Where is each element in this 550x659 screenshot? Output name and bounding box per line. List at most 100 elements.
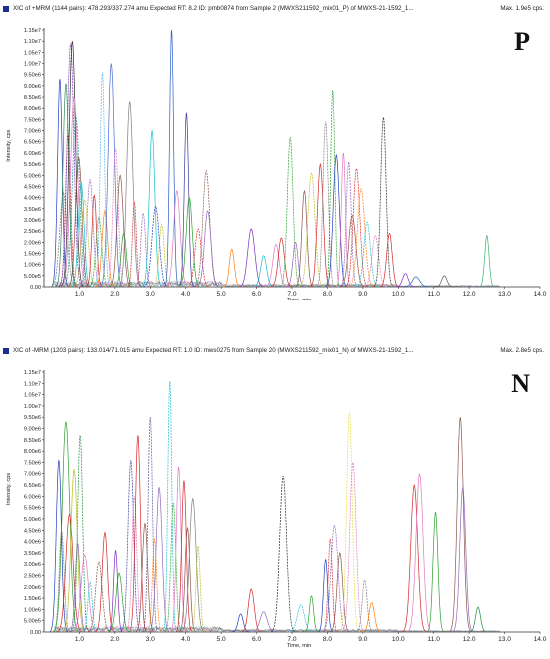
x-tick-label: 14.0: [534, 291, 547, 298]
x-tick-label: 1.0: [75, 291, 84, 298]
y-tick-label: 3.00e6: [24, 562, 41, 568]
x-axis-label: Time, min: [287, 643, 311, 649]
y-axis-label: Intensity, cps: [6, 473, 12, 505]
chromatogram-peak: [71, 554, 98, 633]
chromatogram-peak: [251, 611, 276, 633]
chromatogram-peak: [67, 156, 90, 288]
y-tick-label: 9.00e6: [24, 427, 41, 433]
chromatogram-peak: [135, 522, 155, 633]
chromatogram-peak: [452, 487, 474, 633]
x-tick-label: 2.0: [110, 636, 119, 643]
y-tick-label: 5.00e5: [24, 619, 41, 625]
y-tick-label: 6.50e6: [24, 483, 41, 489]
y-tick-label: 3.50e6: [24, 551, 41, 557]
y-tick-label: 1.10e7: [24, 39, 41, 45]
x-tick-label: 3.0: [146, 291, 155, 298]
chromatogram-peak: [403, 276, 429, 288]
chromatogram-peak: [134, 212, 152, 288]
chromatogram-peak: [426, 512, 445, 633]
chromatogram-peak: [120, 460, 141, 632]
x-tick-label: 9.0: [358, 291, 367, 298]
y-tick-label: 5.00e6: [24, 173, 41, 179]
x-tick-label: 7.0: [287, 291, 296, 298]
y-tick-label: 4.50e6: [24, 528, 41, 534]
chromatogram-plot: 0.00 5.00e5 1.00e6 1.50e6 2.00e6 2.50e6 3.00e6…: [6, 27, 547, 300]
y-tick-label: 4.50e6: [24, 184, 41, 190]
y-tick-label: 4.00e6: [24, 540, 41, 546]
x-axis-label: Time, min: [287, 298, 311, 300]
y-tick-label: 1.00e7: [24, 62, 41, 68]
chromatogram-peak: [128, 435, 147, 632]
chromatogram-peak: [321, 524, 348, 633]
y-tick-label: 1.10e7: [24, 381, 41, 387]
y-tick-label: 1.05e7: [24, 393, 41, 399]
x-tick-label: 4.0: [181, 291, 190, 298]
chromatogram-peak: [62, 469, 85, 632]
chromatogram-peak: [280, 137, 301, 288]
chromatogram-peak: [288, 604, 313, 633]
x-tick-label: 8.0: [323, 291, 332, 298]
chromatogram-peak: [286, 241, 305, 288]
chromatogram-peak: [348, 187, 374, 288]
chromatogram-peak: [407, 473, 432, 633]
chromatogram-peak: [196, 210, 219, 288]
chromatogram-peak: [322, 537, 338, 633]
chromatogram-peak: [49, 460, 69, 632]
chromatogram-peak: [240, 588, 262, 633]
chromatogram-panel-positive: XIC of +MRM (1144 pairs): 478.293/337.27…: [0, 0, 550, 300]
y-tick-label: 7.50e6: [24, 460, 41, 466]
y-tick-label: 1.15e7: [24, 370, 41, 376]
y-tick-label: 9.50e6: [24, 415, 41, 421]
chart-header-title: XIC of -MRM (1203 pairs): 133.014/71.015…: [13, 347, 414, 354]
chromatogram-peak: [87, 561, 111, 633]
chromatogram-peak: [164, 29, 179, 287]
x-tick-label: 13.0: [498, 291, 511, 298]
chromatogram-peak: [295, 189, 314, 288]
y-tick-label: 2.50e6: [24, 573, 41, 579]
chromatogram-peak: [178, 526, 196, 633]
chromatogram-peak: [362, 602, 382, 633]
y-tick-label: 5.50e6: [24, 162, 41, 168]
x-tick-label: 12.0: [463, 291, 476, 298]
chromatogram-peak: [162, 380, 178, 632]
x-tick-label: 2.0: [110, 291, 119, 298]
y-tick-label: 8.00e6: [24, 449, 41, 455]
y-tick-label: 5.00e5: [24, 274, 41, 280]
chart-header: XIC of +MRM (1144 pairs): 478.293/337.27…: [0, 0, 550, 18]
chromatogram-peak: [264, 243, 287, 288]
chromatogram-peak: [379, 232, 399, 288]
series-color-square-icon: [3, 348, 9, 354]
chromatogram-peak: [190, 544, 206, 633]
chromatogram-peak: [152, 223, 171, 288]
y-tick-label: 1.50e6: [24, 596, 41, 602]
chart-header-max: Max. 1.9e5 cps.: [500, 5, 544, 12]
y-tick-label: 1.15e7: [24, 28, 41, 34]
x-tick-label: 5.0: [217, 636, 226, 643]
chromatogram-peak: [95, 210, 115, 288]
chromatogram-peak: [479, 234, 495, 288]
chromatogram-peak: [180, 497, 205, 633]
panel-label: N: [511, 369, 530, 398]
chromatogram-peak: [88, 216, 109, 288]
chromatogram-peak: [94, 72, 111, 287]
y-tick-label: 7.00e6: [24, 129, 41, 135]
chromatogram-peak: [50, 192, 77, 288]
chromatogram-peak: [270, 237, 292, 288]
chromatogram-peak: [178, 112, 194, 287]
chromatogram-peak: [325, 153, 348, 288]
x-tick-label: 11.0: [428, 291, 441, 298]
y-tick-label: 2.00e6: [24, 240, 41, 246]
chromatogram-peak: [78, 178, 102, 288]
x-tick-label: 14.0: [534, 636, 547, 643]
chart-header-title: XIC of +MRM (1144 pairs): 478.293/337.27…: [13, 5, 414, 12]
chromatogram-peak: [373, 117, 393, 287]
chromatogram-peak: [469, 606, 487, 633]
chromatogram-peak: [56, 513, 83, 633]
chromatogram-peak: [108, 572, 130, 633]
y-tick-label: 1.50e6: [24, 251, 41, 257]
y-tick-label: 9.50e6: [24, 73, 41, 79]
chromatogram-peak: [109, 174, 132, 288]
chromatogram-peak: [114, 232, 134, 288]
chromatogram-peak: [329, 551, 350, 633]
chromatogram-peak: [316, 121, 335, 287]
